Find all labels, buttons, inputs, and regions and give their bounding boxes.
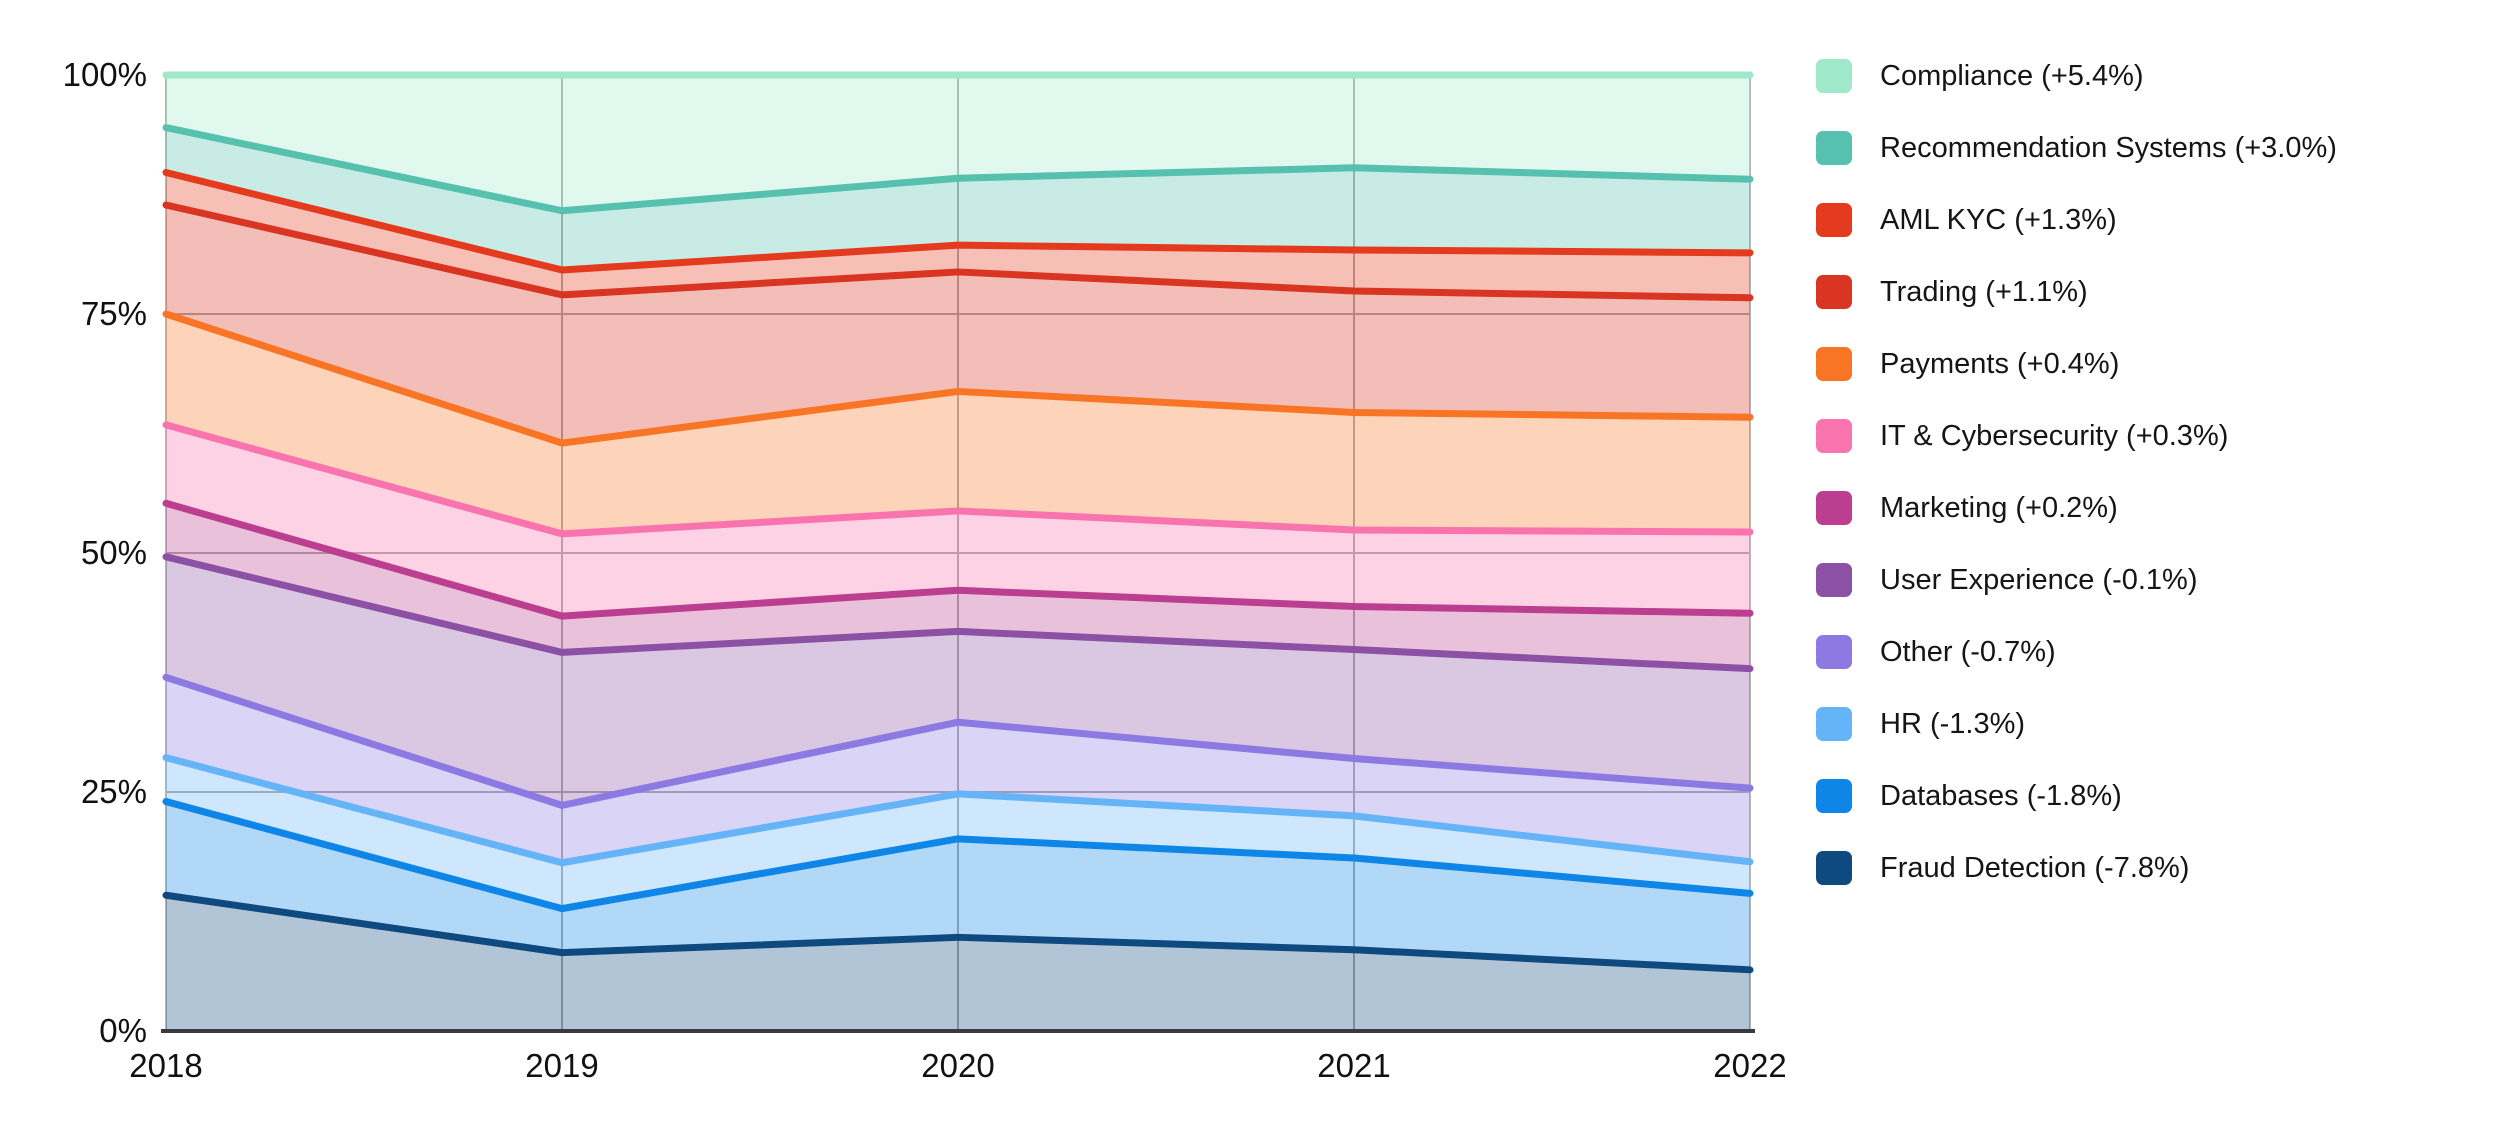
y-tick-25: 25% [80, 773, 147, 810]
legend-item-label: Databases (-1.8%) [1880, 779, 2122, 812]
area-HR[interactable] [166, 757, 1750, 909]
legend-item-trading[interactable]: Trading (+1.1%) [1816, 274, 2337, 310]
legend-swatch-fraud-detection [1816, 851, 1852, 885]
line-Other[interactable] [162, 673, 1754, 809]
legend-swatch-payments [1816, 347, 1852, 381]
area-Payments[interactable] [166, 314, 1750, 534]
legend-item-label: Other (-0.7%) [1880, 635, 2056, 668]
legend-item-marketing[interactable]: Marketing (+0.2%) [1816, 490, 2337, 526]
legend-item-label: AML KYC (+1.3%) [1880, 203, 2117, 236]
area-IT & Cybersecurity[interactable] [166, 424, 1750, 617]
legend-item-hr[interactable]: HR (-1.3%) [1816, 706, 2337, 742]
area-Fraud Detection[interactable] [166, 895, 1750, 1031]
legend-item-recommendation-systems[interactable]: Recommendation Systems (+3.0%) [1816, 130, 2337, 166]
legend-item-compliance[interactable]: Compliance (+5.4%) [1816, 58, 2337, 94]
legend-swatch-trading [1816, 275, 1852, 309]
line-Databases[interactable] [162, 798, 1754, 913]
legend-item-label: Payments (+0.4%) [1880, 347, 2120, 380]
area-Trading[interactable] [166, 205, 1750, 444]
legend-item-it-cybersecurity[interactable]: IT & Cybersecurity (+0.3%) [1816, 418, 2337, 454]
legend-item-label: IT & Cybersecurity (+0.3%) [1880, 419, 2229, 452]
line-Trading[interactable] [162, 201, 1754, 302]
legend-item-label: Compliance (+5.4%) [1880, 59, 2144, 92]
legend-item-user-experience[interactable]: User Experience (-0.1%) [1816, 562, 2337, 598]
line-User Experience[interactable] [162, 553, 1754, 673]
legend-swatch-recommendation-systems [1816, 131, 1852, 165]
area-Other[interactable] [166, 677, 1750, 863]
y-tick-0: 0% [99, 1012, 147, 1049]
area-AML KYC[interactable] [166, 172, 1750, 298]
legend-swatch-marketing [1816, 491, 1852, 525]
x-tick-2020: 2020 [921, 1047, 995, 1084]
legend-item-label: HR (-1.3%) [1880, 707, 2026, 740]
legend-item-payments[interactable]: Payments (+0.4%) [1816, 346, 2337, 382]
legend: Compliance (+5.4%) Recommendation System… [1816, 58, 2337, 922]
legend-swatch-user-experience [1816, 563, 1852, 597]
legend-item-label: Fraud Detection (-7.8%) [1880, 851, 2190, 884]
legend-item-databases[interactable]: Databases (-1.8%) [1816, 778, 2337, 814]
legend-item-label: Trading (+1.1%) [1880, 275, 2088, 308]
x-tick-2018: 2018 [129, 1047, 203, 1084]
x-tick-2019: 2019 [525, 1047, 599, 1084]
y-tick-50: 50% [80, 534, 147, 571]
line-Fraud Detection[interactable] [162, 891, 1754, 974]
legend-item-aml-kyc[interactable]: AML KYC (+1.3%) [1816, 202, 2337, 238]
y-tick-100: 100% [62, 56, 147, 93]
legend-item-label: Recommendation Systems (+3.0%) [1880, 131, 2337, 164]
x-tick-2021: 2021 [1317, 1047, 1391, 1084]
area-Databases[interactable] [166, 801, 1750, 970]
legend-swatch-databases [1816, 779, 1852, 813]
line-IT & Cybersecurity[interactable] [162, 421, 1754, 538]
legend-swatch-it-cybersecurity [1816, 419, 1852, 453]
legend-swatch-other [1816, 635, 1852, 669]
legend-swatch-compliance [1816, 59, 1852, 93]
line-HR[interactable] [162, 754, 1754, 867]
legend-item-other[interactable]: Other (-0.7%) [1816, 634, 2337, 670]
legend-item-label: User Experience (-0.1%) [1880, 563, 2198, 596]
y-tick-75: 75% [80, 295, 147, 332]
area-Marketing[interactable] [166, 503, 1750, 669]
line-Payments[interactable] [162, 310, 1754, 447]
area-Recommendation Systems[interactable] [166, 127, 1750, 271]
legend-swatch-aml-kyc [1816, 203, 1852, 237]
line-Marketing[interactable] [162, 499, 1754, 620]
legend-swatch-hr [1816, 707, 1852, 741]
area-User Experience[interactable] [166, 556, 1750, 806]
legend-item-fraud-detection[interactable]: Fraud Detection (-7.8%) [1816, 850, 2337, 886]
area-Compliance[interactable] [166, 75, 1750, 211]
line-Recommendation Systems[interactable] [162, 124, 1754, 215]
x-tick-2022: 2022 [1713, 1047, 1787, 1084]
legend-item-label: Marketing (+0.2%) [1880, 491, 2118, 524]
line-AML KYC[interactable] [162, 169, 1754, 274]
